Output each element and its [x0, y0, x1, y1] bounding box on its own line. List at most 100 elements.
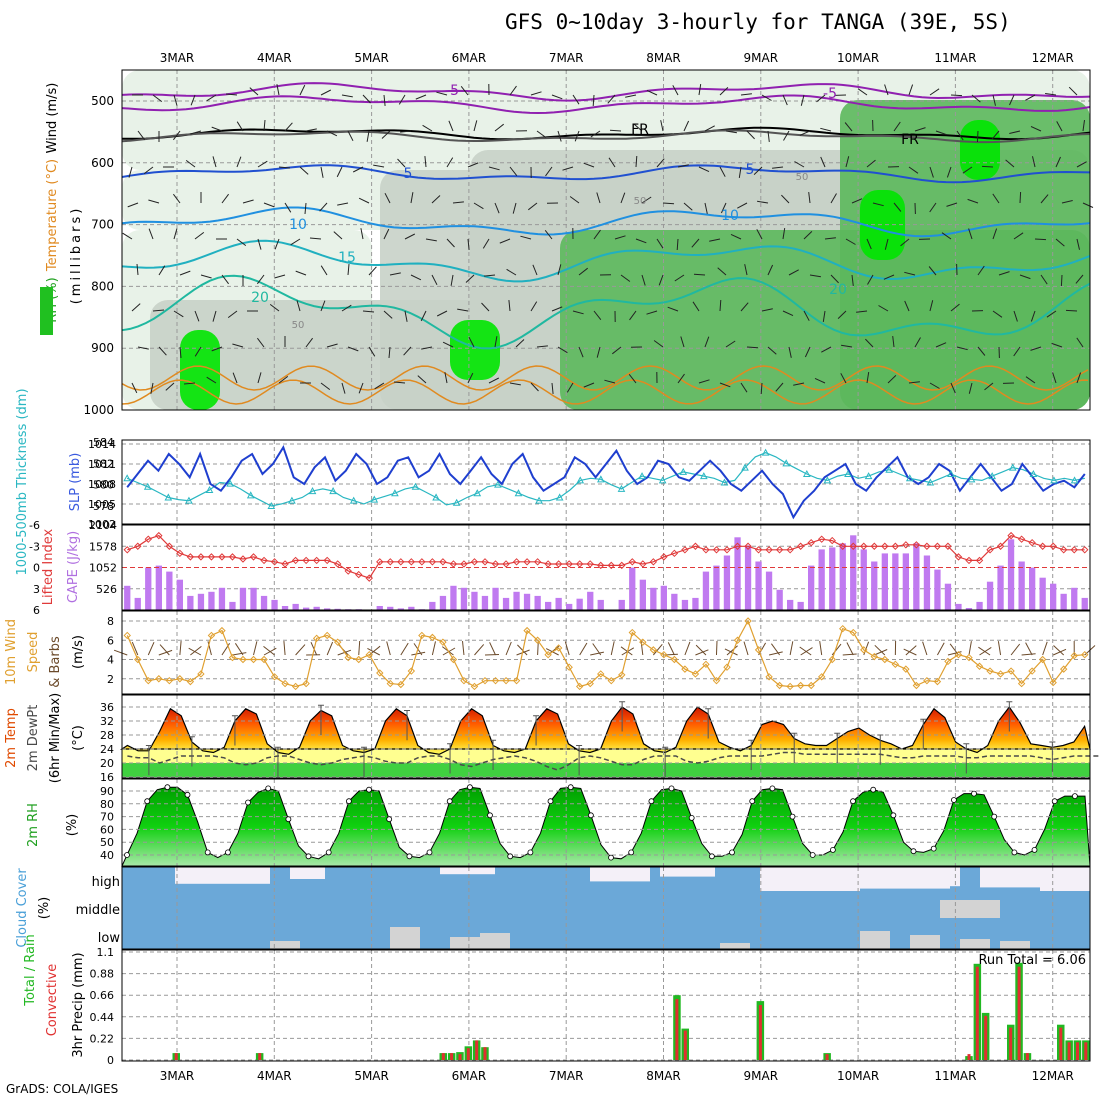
wind-barb	[717, 267, 727, 276]
wind-barb	[424, 156, 427, 168]
precip-convective-bar	[825, 1054, 829, 1060]
cape-bar	[334, 608, 341, 610]
temp-tick: 28	[100, 729, 114, 742]
contour-label: 50	[292, 320, 305, 331]
wind-barb	[782, 228, 786, 240]
lifted-index-point	[670, 549, 679, 558]
wind-tick: 4	[107, 654, 114, 667]
lifted-index-point	[365, 574, 373, 582]
date-label-bottom: 8MAR	[646, 1069, 681, 1083]
thickness-tick: 580	[93, 479, 114, 492]
precip-convective-bar	[1076, 1042, 1079, 1060]
rh-point	[769, 785, 776, 792]
wind-barb	[404, 310, 408, 322]
slp-tick: 1002	[88, 518, 116, 531]
rh-point	[809, 852, 816, 858]
wind-barb	[720, 202, 727, 214]
cape-bar	[1007, 539, 1015, 610]
cape-bar	[408, 606, 415, 610]
wind-barb	[1040, 194, 1049, 204]
wind-barb	[278, 375, 289, 384]
wind-speed-point	[270, 673, 279, 681]
wind-speed-point	[439, 638, 447, 646]
rh-point	[527, 849, 534, 856]
cape-bar	[155, 565, 162, 610]
wind-barb	[512, 202, 517, 214]
wind-barb	[744, 264, 748, 276]
precip-convective-bar	[441, 1053, 445, 1060]
rh-point	[285, 816, 292, 823]
wind-barb	[415, 94, 427, 100]
wind-barb	[672, 85, 679, 96]
lifted-index-point	[849, 542, 857, 550]
lifted-index-point	[902, 541, 910, 549]
wind-barb	[274, 274, 286, 279]
wind-barb	[840, 373, 847, 384]
lifted-index-point	[544, 560, 552, 568]
thickness-point	[597, 475, 605, 483]
lifted-index-point	[944, 542, 952, 550]
lifted-index-point	[312, 556, 321, 565]
thickness-point	[699, 472, 708, 480]
wind-barb	[436, 91, 448, 96]
cape-bar	[197, 593, 205, 610]
wind-barb	[393, 381, 406, 384]
cape-bar	[513, 591, 520, 610]
wind-barb-10m	[431, 641, 436, 656]
pressure-tick: 1000	[83, 403, 114, 417]
lifted-index-point	[891, 542, 900, 550]
wind-barb	[628, 373, 637, 384]
wind-barb	[333, 231, 343, 240]
wind-speed-point	[565, 663, 573, 671]
wind-barb-10m	[283, 641, 286, 656]
wind-barb-10m	[158, 649, 173, 656]
cape-bar	[839, 543, 846, 610]
slp-tick: 1014	[88, 438, 116, 451]
wind-barb	[704, 125, 715, 132]
wind-barb	[152, 94, 163, 102]
wind-barb	[446, 238, 455, 248]
rh-point	[547, 798, 554, 805]
wind-barb-10m	[592, 643, 602, 656]
wind-speed-point	[491, 676, 500, 685]
wind-barb	[578, 267, 589, 276]
wind-speed-point	[523, 626, 531, 635]
cape-bar	[471, 591, 478, 610]
wind-barb	[928, 266, 937, 276]
high-cloud-gap	[440, 867, 495, 875]
wind-barb	[730, 233, 742, 240]
thickness-point	[143, 482, 152, 490]
thickness-tick: 578	[93, 500, 114, 513]
lifted-index-point	[575, 560, 584, 568]
lifted-index-point	[228, 553, 237, 561]
temp-title: 2m Temp	[4, 708, 19, 768]
rh-point	[910, 848, 917, 855]
lifted-index-line	[127, 534, 1085, 579]
lifted-index-point	[712, 546, 721, 554]
lifted-index-point	[1059, 546, 1068, 554]
cape-bar	[166, 571, 173, 610]
wind-speed-point	[239, 655, 247, 664]
thickness-point	[205, 485, 214, 493]
thickness-slp-panel: 584 582 580 578 1014 1011 1008 1005 1002 1000-500…	[15, 388, 1091, 576]
low-cloud	[910, 935, 940, 949]
wind-barb	[845, 156, 850, 168]
wind-barb-10m	[474, 644, 485, 656]
wind-barb	[737, 202, 748, 209]
thickness-point	[741, 463, 749, 471]
rh-point	[124, 852, 130, 858]
contour-label: 5	[746, 162, 755, 178]
cape-bar	[429, 601, 436, 610]
wind-barb	[908, 166, 919, 174]
temperature-label: Temperature (°C)	[45, 159, 60, 272]
wind-barb	[173, 94, 178, 106]
cape-bar	[681, 599, 689, 610]
wind-speed-point	[344, 653, 352, 662]
panel-frame	[121, 69, 1091, 411]
wind-barb	[760, 382, 763, 395]
wind-barb	[683, 202, 693, 211]
cape-bar	[787, 599, 794, 610]
rh-point	[1031, 847, 1038, 853]
date-axes: 3MAR 3MAR 4MAR 4MAR 5MAR 5MAR 6MAR 6MAR 7MAR 7MAR…	[160, 51, 1074, 1083]
wind-barb	[929, 382, 940, 389]
